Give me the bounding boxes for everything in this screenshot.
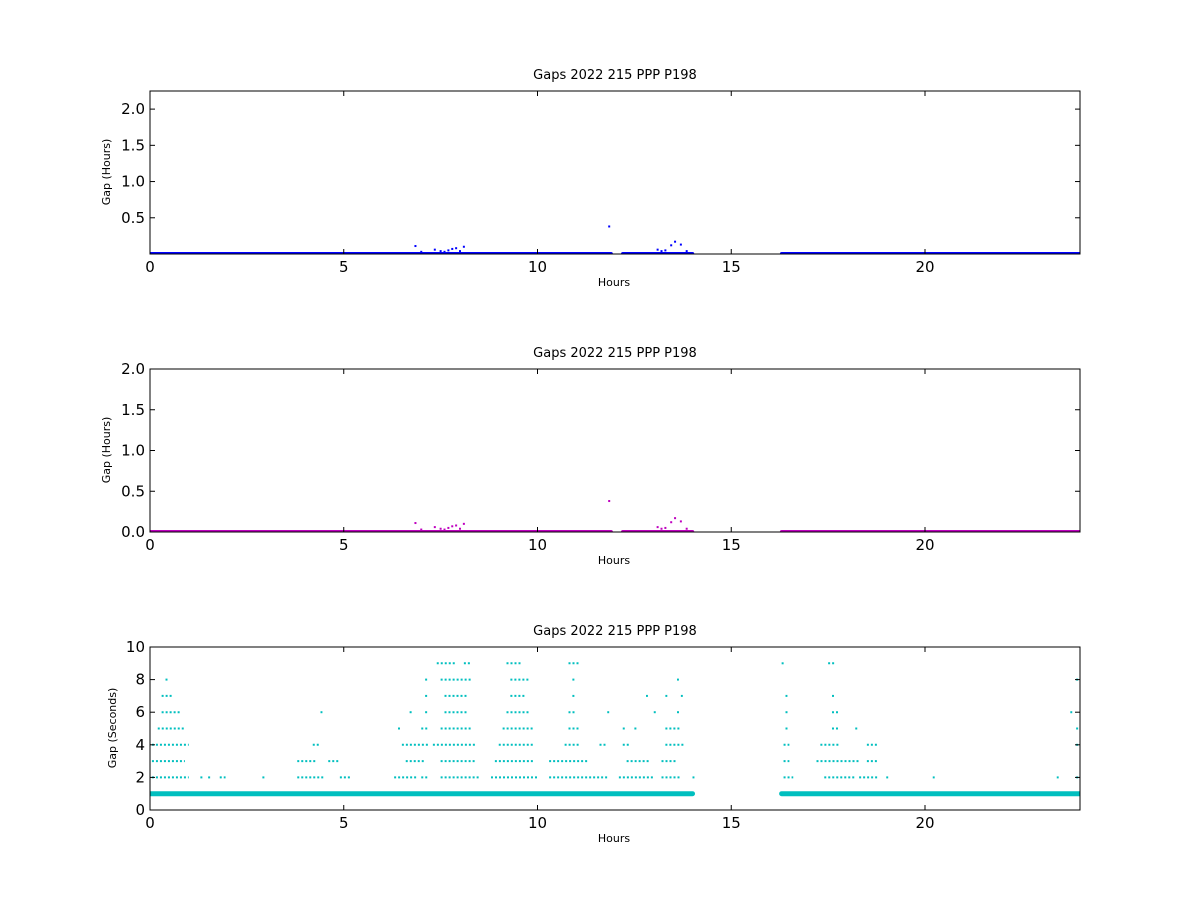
data-point xyxy=(660,250,663,253)
data-point xyxy=(670,521,673,524)
y-tick-label: 8 xyxy=(135,671,145,689)
data-point xyxy=(462,522,465,525)
y-tick-label: 4 xyxy=(135,736,145,754)
x-tick-label: 20 xyxy=(915,258,934,276)
data-point xyxy=(679,243,682,246)
y-tick-label: 0.5 xyxy=(121,482,145,500)
panel-middle: Gaps 2022 215 PPP P198 Hours Gap (Hours)… xyxy=(100,346,1081,567)
panel-top: Gaps 2022 215 PPP P198 Hours Gap (Hours)… xyxy=(100,68,1081,289)
x-tick-label: 0 xyxy=(145,258,155,276)
data-point xyxy=(447,249,450,252)
data-point xyxy=(664,249,667,252)
x-tick-label: 15 xyxy=(722,536,741,554)
data-point xyxy=(679,520,682,523)
data-point xyxy=(608,225,611,228)
x-axis-label: Hours xyxy=(598,832,630,845)
y-tick-label: 1.5 xyxy=(121,136,145,154)
x-tick-label: 5 xyxy=(339,536,349,554)
x-tick-label: 0 xyxy=(145,536,155,554)
data-point xyxy=(455,247,458,250)
data-point xyxy=(608,500,611,503)
data-point xyxy=(455,524,458,527)
y-axis-label: Gap (Hours) xyxy=(100,417,113,484)
x-tick-label: 5 xyxy=(339,258,349,276)
y-tick-label: 2.0 xyxy=(121,360,145,378)
y-tick-label: 6 xyxy=(135,703,145,721)
data-point xyxy=(443,250,446,253)
data-layer xyxy=(150,662,1080,797)
data-point xyxy=(656,526,659,529)
y-tick-label: 1.5 xyxy=(121,401,145,419)
x-tick-label: 5 xyxy=(339,814,349,832)
data-point xyxy=(451,247,454,250)
y-tick-label: 0 xyxy=(135,801,145,819)
y-tick-label: 10 xyxy=(126,638,145,656)
data-point xyxy=(459,250,461,253)
x-tick-label: 20 xyxy=(915,814,934,832)
data-point xyxy=(447,526,450,529)
data-point xyxy=(660,527,663,530)
x-tick-label: 15 xyxy=(722,258,741,276)
data-point xyxy=(414,245,417,248)
data-layer xyxy=(150,225,1080,254)
y-tick-label: 0.0 xyxy=(121,523,145,541)
data-point xyxy=(433,248,436,251)
y-tick-label: 0.5 xyxy=(121,209,145,227)
data-point xyxy=(674,240,677,243)
data-point xyxy=(420,250,423,253)
data-point xyxy=(685,250,688,253)
x-tick-label: 10 xyxy=(528,536,547,554)
data-point xyxy=(433,526,436,529)
x-axis-label: Hours xyxy=(598,276,630,289)
plot-frame xyxy=(149,90,1081,255)
chart-title: Gaps 2022 215 PPP P198 xyxy=(533,346,697,361)
chart-title: Gaps 2022 215 PPP P198 xyxy=(533,624,697,639)
data-point xyxy=(674,517,677,520)
data-point xyxy=(656,248,659,251)
plot-frame xyxy=(149,646,1081,811)
y-axis-label: Gap (Seconds) xyxy=(106,688,119,769)
x-axis-label: Hours xyxy=(598,554,630,567)
x-tick-label: 20 xyxy=(915,536,934,554)
y-tick-label: 2 xyxy=(135,768,145,786)
panel-bottom: Gaps 2022 215 PPP P198 Hours Gap (Second… xyxy=(106,624,1081,845)
x-tick-label: 0 xyxy=(145,814,155,832)
data-point xyxy=(670,244,673,247)
y-axis-label: Gap (Hours) xyxy=(100,139,113,206)
y-tick-label: 2.0 xyxy=(121,100,145,118)
x-tick-label: 10 xyxy=(528,814,547,832)
chart-title: Gaps 2022 215 PPP P198 xyxy=(533,68,697,83)
data-point xyxy=(462,245,465,248)
data-point xyxy=(664,526,667,529)
data-point xyxy=(420,528,423,531)
x-tick-label: 10 xyxy=(528,258,547,276)
data-point xyxy=(439,250,442,253)
y-tick-label: 1.0 xyxy=(121,173,145,191)
data-point xyxy=(443,528,446,531)
data-point xyxy=(414,522,417,525)
y-tick-label: 1.0 xyxy=(121,442,145,460)
data-layer xyxy=(150,500,1080,532)
data-point xyxy=(459,527,461,530)
plot-frame xyxy=(149,368,1081,533)
x-tick-label: 15 xyxy=(722,814,741,832)
data-point xyxy=(439,527,442,530)
data-point xyxy=(685,527,688,530)
data-point xyxy=(451,525,454,528)
